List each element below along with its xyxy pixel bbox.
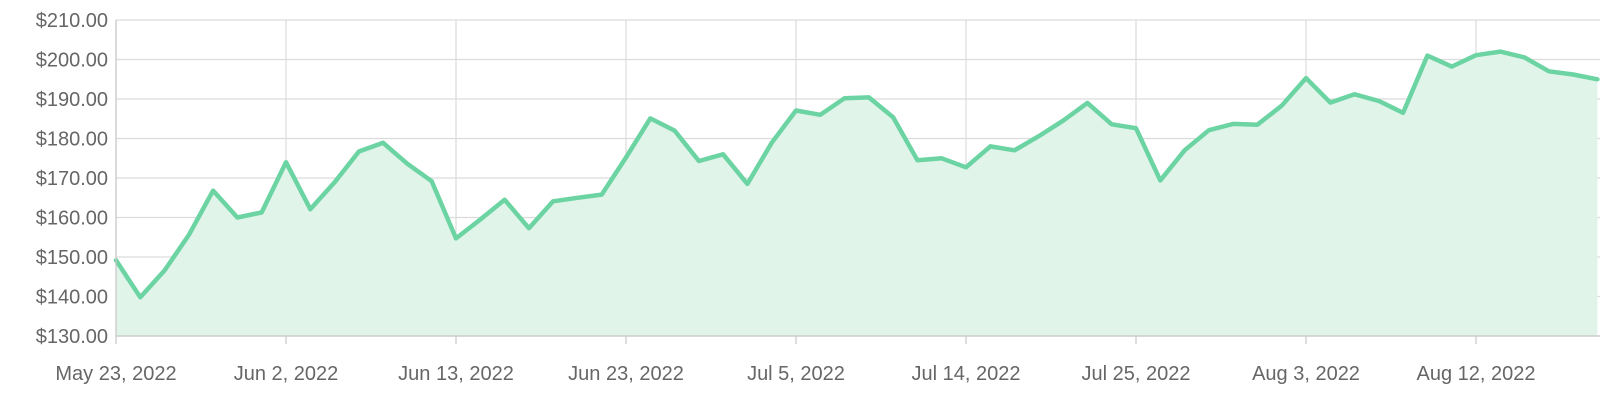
x-tick-label: Jul 14, 2022	[912, 363, 1021, 385]
x-tick-label: Aug 3, 2022	[1252, 363, 1360, 385]
x-tick-label: Jul 5, 2022	[747, 363, 845, 385]
x-tick-label: Aug 12, 2022	[1417, 363, 1536, 385]
x-tick-label: Jun 2, 2022	[234, 363, 339, 385]
axis-layer	[115, 20, 1600, 344]
y-tick-label: $190.00	[36, 89, 108, 111]
y-tick-label: $200.00	[36, 50, 108, 72]
price-line	[113, 49, 1600, 300]
y-tick-label: $130.00	[36, 326, 108, 348]
x-tick-label: Jun 23, 2022	[568, 363, 684, 385]
y-tick-label: $140.00	[36, 287, 108, 309]
x-tick-label: Jun 13, 2022	[398, 363, 514, 385]
price-line-layer	[113, 49, 1600, 300]
y-tick-label: $180.00	[36, 129, 108, 151]
y-axis-tick-labels: $130.00 $140.00 $150.00 $160.00 $170.00 $180.…	[36, 10, 108, 348]
x-tick-label: Jul 25, 2022	[1082, 363, 1191, 385]
y-tick-label: $160.00	[36, 208, 108, 230]
area-fill	[116, 51, 1598, 336]
y-tick-label: $150.00	[36, 247, 108, 269]
y-tick-label: $170.00	[36, 168, 108, 190]
x-axis-tick-labels: May 23, 2022 Jun 2, 2022 Jun 13, 2022 Jun 2…	[55, 363, 1535, 385]
y-tick-label: $210.00	[36, 10, 108, 32]
area-fill-layer	[116, 51, 1598, 336]
x-tick-label: May 23, 2022	[55, 363, 176, 385]
